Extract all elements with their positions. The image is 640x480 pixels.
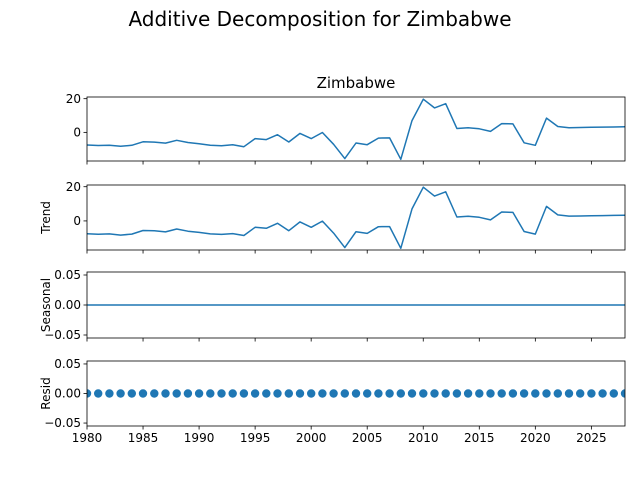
panel-trend: 20 0 Trend	[39, 180, 626, 254]
resid-point	[307, 389, 316, 398]
resid-point	[508, 389, 518, 398]
x-tick-label: 1980	[72, 431, 103, 445]
resid-point	[407, 389, 417, 398]
x-tick-label: 2010	[408, 431, 439, 445]
y-tick-label: 0.05	[54, 357, 81, 371]
resid-point	[194, 389, 204, 398]
resid-point	[497, 389, 506, 398]
resid-point	[250, 389, 260, 398]
panel-title: Zimbabwe	[317, 74, 396, 92]
resid-point	[206, 389, 215, 398]
resid-point	[183, 389, 193, 398]
resid-point	[620, 389, 625, 398]
resid-point	[228, 389, 237, 398]
resid-point	[161, 389, 170, 398]
resid-point	[396, 389, 405, 398]
y-tick-label: 0.00	[54, 387, 81, 401]
resid-point	[374, 389, 383, 398]
panel-observed: 20 0	[66, 92, 626, 165]
resid-point	[363, 389, 372, 398]
x-tick-label: 2005	[352, 431, 383, 445]
resid-point	[239, 389, 249, 398]
resid-point	[172, 389, 181, 398]
resid-point	[486, 389, 495, 398]
resid-point	[587, 389, 596, 398]
resid-point	[150, 389, 159, 398]
observed-line	[87, 98, 625, 161]
y-axis-label-resid: Resid	[39, 377, 53, 409]
resid-point	[87, 389, 92, 398]
y-tick-label: −0.05	[44, 416, 81, 430]
resid-point	[94, 389, 103, 398]
panel-frame-observed	[86, 96, 626, 162]
y-tick-label: 0.05	[54, 268, 81, 282]
panel-data-trend	[87, 186, 625, 250]
resid-point	[217, 389, 226, 398]
y-tick-label: 20	[66, 92, 81, 106]
resid-point	[564, 389, 574, 398]
resid-point	[609, 389, 618, 398]
resid-point	[295, 389, 305, 398]
resid-point	[419, 389, 428, 398]
x-tick-label: 2025	[576, 431, 607, 445]
panel-data-resid	[87, 389, 625, 398]
y-tick-label: 0.00	[54, 298, 81, 312]
resid-point	[576, 389, 585, 398]
x-tick-label: 1985	[128, 431, 159, 445]
resid-point	[452, 389, 462, 398]
resid-point	[138, 389, 148, 398]
y-tick-label: −0.05	[44, 328, 81, 342]
panel-frame-trend	[86, 184, 626, 251]
y-tick-label: 0	[73, 214, 81, 228]
resid-point	[463, 389, 473, 398]
resid-point	[531, 389, 540, 398]
x-tick-label: 1995	[240, 431, 271, 445]
x-tick-label: 2020	[520, 431, 551, 445]
resid-point	[127, 389, 136, 398]
resid-point	[441, 389, 450, 398]
panel-data-observed	[87, 98, 625, 161]
y-axis-label-seasonal: Seasonal	[39, 278, 53, 332]
y-tick-label: 20	[66, 180, 81, 194]
resid-point	[519, 389, 529, 398]
x-tick-label: 1990	[184, 431, 215, 445]
resid-point	[318, 389, 327, 398]
resid-point	[262, 389, 271, 398]
x-tick-label: 2015	[464, 431, 495, 445]
resid-point	[385, 389, 394, 398]
resid-point	[105, 389, 114, 398]
y-axis-label-trend: Trend	[39, 201, 53, 235]
resid-point	[430, 389, 439, 398]
trend-line	[87, 186, 625, 250]
resid-point	[542, 389, 551, 398]
panels: 200200Trend0.050.00−0.05Seasonal0.050.00…	[39, 92, 626, 445]
resid-point	[351, 389, 361, 398]
resid-point	[340, 389, 349, 398]
resid-point	[273, 389, 282, 398]
y-tick-label: 0	[73, 126, 81, 140]
resid-point	[475, 389, 484, 398]
resid-point	[284, 389, 293, 398]
resid-point	[553, 389, 562, 398]
resid-point	[329, 389, 338, 398]
resid-point	[598, 389, 607, 398]
figure-title: Additive Decomposition for Zimbabwe	[128, 7, 511, 31]
resid-point	[116, 389, 125, 398]
x-tick-label: 2000	[296, 431, 327, 445]
